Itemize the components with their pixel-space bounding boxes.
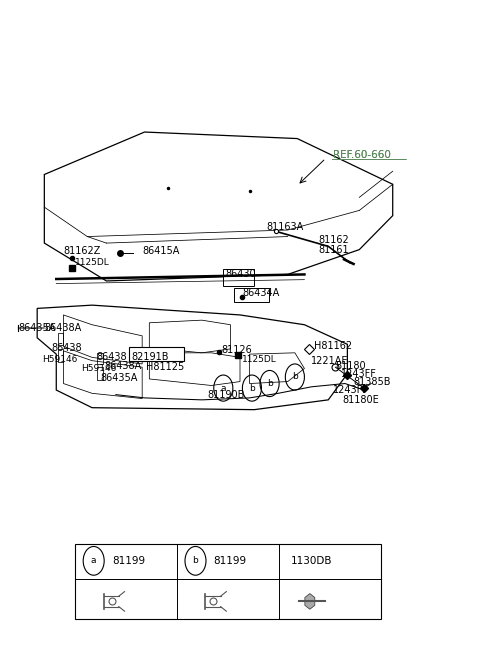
Text: b: b xyxy=(292,373,298,382)
Text: 1243FF: 1243FF xyxy=(341,369,377,379)
FancyBboxPatch shape xyxy=(129,347,184,361)
Text: H81162: H81162 xyxy=(314,341,352,352)
Text: 86438: 86438 xyxy=(96,352,127,362)
Text: 86435A: 86435A xyxy=(18,323,56,333)
Text: 81126: 81126 xyxy=(222,344,252,354)
Text: 81180E: 81180E xyxy=(343,395,379,405)
Text: 86435A: 86435A xyxy=(101,373,138,383)
Text: 81162Z: 81162Z xyxy=(63,246,101,256)
Text: a: a xyxy=(91,556,96,565)
Text: b: b xyxy=(192,556,198,565)
Text: REF.60-660: REF.60-660 xyxy=(333,150,391,160)
Text: b: b xyxy=(267,379,273,388)
Text: 81199: 81199 xyxy=(112,556,145,566)
Polygon shape xyxy=(305,594,315,609)
Text: H59146: H59146 xyxy=(42,355,77,364)
Text: 81180: 81180 xyxy=(336,361,366,371)
Text: 1125DL: 1125DL xyxy=(75,258,110,267)
FancyBboxPatch shape xyxy=(223,269,254,285)
Text: 81385B: 81385B xyxy=(354,377,391,386)
Text: 81190B: 81190B xyxy=(207,390,245,400)
Text: 86438A: 86438A xyxy=(104,361,141,371)
Text: H81125: H81125 xyxy=(146,362,184,372)
FancyBboxPatch shape xyxy=(75,544,381,619)
Text: 1243FF: 1243FF xyxy=(333,385,369,395)
Text: 81163A: 81163A xyxy=(266,222,303,232)
Text: 1125DL: 1125DL xyxy=(242,355,277,364)
Text: 81199: 81199 xyxy=(214,556,247,566)
FancyBboxPatch shape xyxy=(234,287,269,302)
Text: 86434A: 86434A xyxy=(242,289,280,298)
Text: 86415A: 86415A xyxy=(142,246,180,256)
Text: 86438A: 86438A xyxy=(44,323,82,333)
Text: 82191B: 82191B xyxy=(132,352,169,362)
Text: a: a xyxy=(220,384,226,392)
Text: 81162: 81162 xyxy=(319,235,349,245)
Text: REF.60-660: REF.60-660 xyxy=(333,150,391,160)
Text: 86438: 86438 xyxy=(51,342,82,352)
Text: 86430: 86430 xyxy=(226,270,256,279)
Text: 1130DB: 1130DB xyxy=(291,556,333,566)
Text: b: b xyxy=(249,384,255,392)
Text: H59146: H59146 xyxy=(82,364,117,373)
Text: 1221AE: 1221AE xyxy=(311,356,348,365)
Text: 81161: 81161 xyxy=(319,245,349,255)
